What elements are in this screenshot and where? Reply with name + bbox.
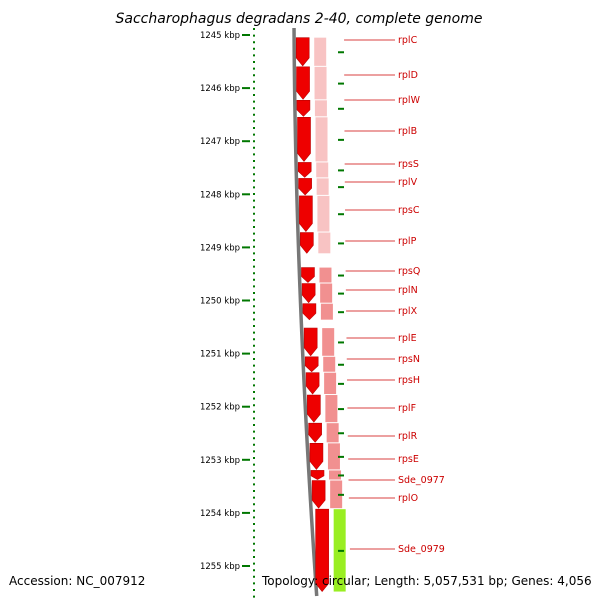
gene-arrow-rpsH [305,372,320,395]
map-title: Saccharophagus degradans 2-40, complete … [116,11,483,27]
scale-ruler: 1245 kbp 1246 kbp 1247 kbp 1248 kbp 1249 kbp… [200,28,255,598]
accession-label: Accession: NC_007912 [9,574,146,588]
ruler-tick-label: 1249 kbp [200,243,240,253]
track-segment-rplN [320,283,333,303]
gene-label-rpsQ: rpsQ [398,266,420,277]
ruler-tick-label: 1250 kbp [200,297,240,307]
track-segment-rplW [314,100,327,117]
track-segment-rplR [326,423,339,443]
gene-arrow-rplD [296,66,310,100]
gene-arrow-rplW [296,100,311,117]
track-segment-rplO [330,480,343,509]
gene-arrow-rpsQ [301,267,315,283]
gene-arrow-rpsC [299,195,313,233]
gene-label-Sde_0979: Sde_0979 [398,544,445,555]
track-segment-rpsE [327,443,340,470]
track-segment-rplE [322,328,335,356]
ruler-tick-label: 1246 kbp [200,84,240,94]
gene-label-rplR: rplR [398,431,418,442]
backbone [292,27,319,597]
gene-arrow-rplE [303,327,318,357]
track-segment-rpsC [317,195,330,232]
gene-label-rplW: rplW [398,95,421,106]
ruler-tick-label: 1248 kbp [200,190,240,200]
gene-label-rplN: rplN [398,285,418,296]
gene-arrow-rpsE [309,443,324,470]
gene-track [314,37,346,592]
gene-arrow-rplF [307,394,321,423]
gene-label-rpsN: rpsN [398,354,420,365]
gene-label-rplD: rplD [398,70,418,81]
gene-label-rpsC: rpsC [398,205,420,216]
gene-label-rpsH: rpsH [398,375,420,386]
gene-arrow-Sde_0977 [310,470,325,480]
gene-arrow-rpsN [304,356,319,373]
gene-label-rplP: rplP [398,236,417,247]
gene-arrow-rplN [301,283,316,304]
gene-label-rplF: rplF [398,403,416,414]
ruler-tick-label: 1245 kbp [200,31,240,41]
ruler-tick-label: 1253 kbp [200,456,240,466]
gene-label-rplC: rplC [398,35,418,46]
ruler-tick-label: 1254 kbp [200,509,240,519]
track-segment-rpsN [323,356,336,372]
genome-summary: Topology: circular; Length: 5,057,531 bp… [262,574,592,588]
gene-label-rplV: rplV [398,177,418,188]
ruler-tick-label: 1255 kbp [200,562,240,572]
gene-arrow-rplX [302,303,317,321]
ruler-tick-label: 1247 kbp [200,137,240,147]
gene-arrow-rplR [308,422,322,443]
gene-label-rplB: rplB [398,126,417,137]
track-segment-rplP [318,232,331,254]
track-segment-rpsQ [319,267,332,283]
ruler-tick-label: 1251 kbp [200,350,240,360]
gene-arrow-rplB [297,117,311,162]
gene-features [295,37,329,593]
track-segment-rplD [314,66,327,100]
track-segment-rplV [316,178,329,195]
track-segment-Sde_0977 [329,470,342,480]
track-segment-rplB [315,117,328,162]
track-segment-rplX [320,303,333,320]
track-segment-rpsS [316,162,329,178]
gene-arrow-rplV [298,178,312,196]
gene-arrow-Sde_0979 [315,508,329,593]
track-segment-rplC [314,37,327,66]
gene-label-rpsS: rpsS [398,159,419,170]
gene-label-rplX: rplX [398,306,418,317]
gene-arrow-rpsS [297,162,312,178]
gene-label-rplO: rplO [398,493,418,504]
gene-label-Sde_0977: Sde_0977 [398,475,445,486]
gene-labels: rplC rplD rplW rplB rpsS rplV rpsC rplP rpsQ rplN… [338,35,445,555]
gene-label-rpsE: rpsE [398,454,419,465]
track-segment-rplF [325,395,338,423]
gene-label-rplE: rplE [398,333,417,344]
track-segment-rpsH [324,372,337,395]
gene-arrow-rplC [295,37,310,67]
ruler-tick-label: 1252 kbp [200,403,240,413]
gene-arrow-rplO [311,480,326,509]
gene-arrow-rplP [300,232,314,254]
backbone-line [292,27,319,597]
